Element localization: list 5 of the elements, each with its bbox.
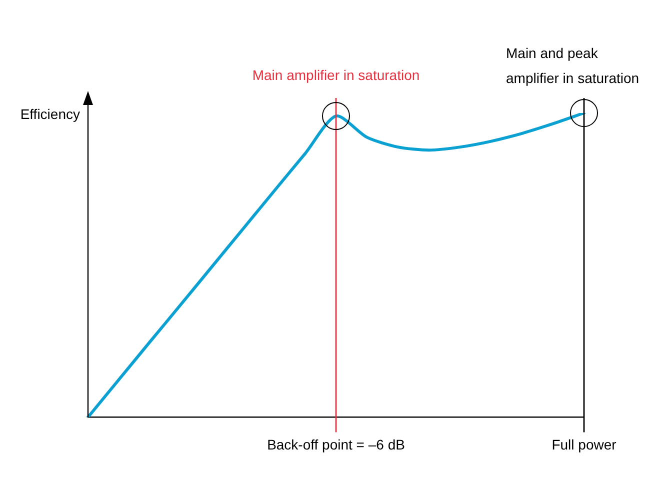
y-axis-title: Efficiency xyxy=(20,106,80,122)
ref-line-label: Main amplifier in saturation xyxy=(252,67,420,83)
ref-line-label: Main and peak amplifier in saturation xyxy=(506,45,640,86)
x-tick-label: Back-off point = –6 dB xyxy=(267,436,405,452)
x-tick-label: Full power xyxy=(552,436,617,452)
